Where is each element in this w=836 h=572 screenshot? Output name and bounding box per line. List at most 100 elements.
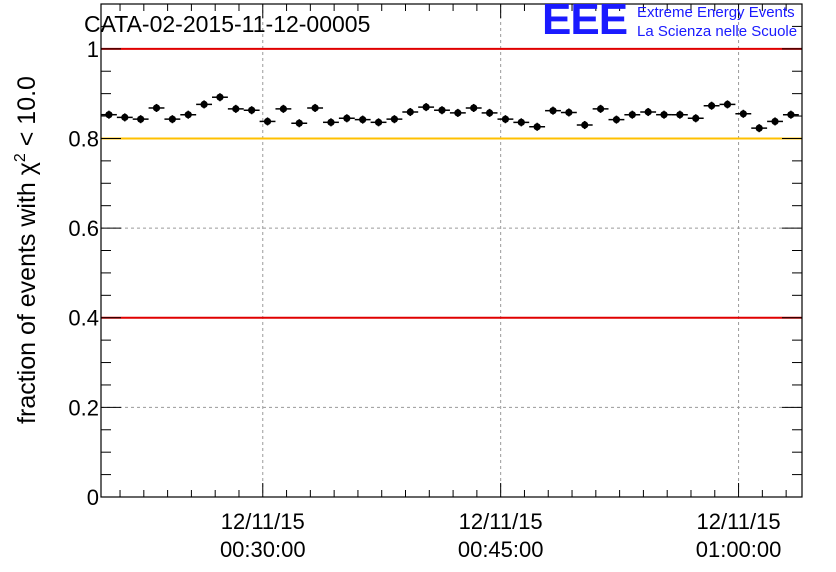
- y-tick-label: 0.6: [68, 216, 99, 241]
- marker: [263, 117, 272, 126]
- data-point: [767, 117, 783, 126]
- y-tick-label: 0.8: [68, 126, 99, 151]
- marker: [216, 93, 224, 101]
- marker: [406, 108, 414, 116]
- data-point: [434, 106, 450, 115]
- marker: [485, 109, 494, 117]
- data-point: [402, 107, 419, 117]
- marker: [137, 115, 145, 123]
- chart-title: CATA-02-2015-11-12-00005: [84, 11, 371, 37]
- marker: [565, 108, 573, 117]
- data-point: [275, 104, 292, 113]
- x-tick-label-time: 00:45:00: [458, 537, 544, 562]
- x-tick-label-date: 12/11/15: [221, 509, 305, 534]
- data-point: [307, 103, 324, 113]
- marker: [105, 111, 113, 119]
- data-point: [101, 110, 117, 119]
- plot-frame: [100, 3, 803, 498]
- data-point: [338, 114, 355, 123]
- data-point: [227, 104, 244, 113]
- marker: [359, 116, 367, 124]
- x-tick-label-time: 01:00:00: [696, 537, 782, 562]
- x-tick-label-date: 12/11/15: [697, 509, 781, 534]
- marker: [295, 119, 303, 127]
- marker: [374, 118, 383, 126]
- data-point: [243, 106, 260, 115]
- data-point: [671, 110, 688, 119]
- marker: [787, 111, 795, 119]
- data-point: [513, 118, 530, 127]
- eee-logo: EEE Extreme Energy Events La Scienza nel…: [542, 0, 832, 44]
- marker: [343, 114, 351, 122]
- data-point: [751, 124, 768, 133]
- y-axis-label: fraction of events with χ2 < 10.0: [12, 76, 41, 424]
- marker: [327, 118, 335, 126]
- marker: [644, 108, 652, 116]
- marker: [628, 111, 636, 119]
- data-point: [608, 115, 625, 124]
- marker: [501, 115, 510, 123]
- marker: [549, 107, 557, 115]
- data-point: [735, 109, 752, 118]
- logo-line-2: La Scienza nelle Scuole: [637, 23, 798, 40]
- marker: [422, 103, 430, 111]
- data-point: [465, 103, 482, 113]
- marker: [311, 104, 319, 112]
- data-point: [449, 108, 466, 117]
- data-point: [545, 106, 561, 115]
- marker: [390, 115, 399, 123]
- tick-labels: 0 0.2 0.4 0.6 0.8 1 12/11/15 00:30:00 12/11/15 00…: [68, 37, 781, 562]
- data-point: [180, 110, 197, 119]
- marker: [707, 102, 716, 110]
- y-axis-label-threshold: < 10.0: [13, 76, 41, 153]
- data-point: [212, 93, 228, 102]
- marker: [723, 100, 732, 108]
- data-point: [259, 117, 276, 126]
- data-point: [703, 101, 720, 110]
- axes: [100, 3, 803, 498]
- data-point: [132, 115, 149, 124]
- marker: [438, 106, 446, 114]
- marker: [121, 113, 129, 121]
- data-points: [101, 93, 799, 133]
- y-axis-label-main: fraction of events with χ: [13, 162, 41, 424]
- data-point: [719, 100, 736, 109]
- marker: [755, 124, 763, 132]
- x-tick-label-time: 00:30:00: [220, 537, 306, 562]
- marker: [692, 114, 700, 122]
- logo-line-1: Extreme Energy Events: [637, 4, 795, 21]
- marker: [184, 111, 192, 119]
- grid-lines: [101, 4, 802, 497]
- data-point: [687, 114, 704, 123]
- marker: [533, 123, 541, 131]
- data-point: [196, 100, 213, 109]
- x-tick-label-date: 12/11/15: [459, 509, 543, 534]
- eee-logo-mark: EEE: [542, 0, 628, 44]
- marker: [581, 121, 589, 129]
- data-point: [497, 115, 514, 124]
- data-point: [782, 110, 799, 119]
- data-point: [529, 122, 546, 131]
- y-axis-label-exponent: 2: [12, 153, 29, 162]
- y-tick-label: 0.4: [68, 306, 99, 331]
- data-point: [640, 107, 657, 117]
- marker: [200, 100, 208, 108]
- marker: [739, 110, 747, 118]
- y-tick-label: 0.2: [68, 395, 99, 420]
- data-point: [164, 115, 181, 124]
- data-point: [624, 110, 641, 119]
- marker: [232, 105, 240, 113]
- data-point: [323, 118, 339, 127]
- marker: [771, 117, 779, 126]
- data-point: [370, 118, 387, 127]
- marker: [517, 118, 525, 126]
- data-point: [656, 110, 672, 119]
- y-tick-label: 0: [87, 485, 99, 510]
- data-point: [592, 104, 609, 113]
- data-point: [291, 119, 308, 128]
- marker: [596, 105, 605, 113]
- data-point: [481, 108, 498, 117]
- marker: [279, 105, 287, 113]
- marker: [152, 104, 161, 112]
